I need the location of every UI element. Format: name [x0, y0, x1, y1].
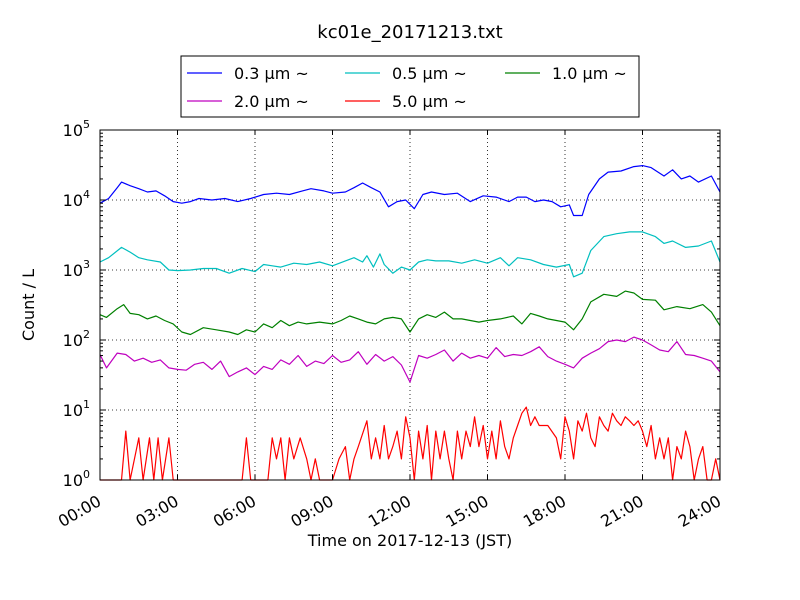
plot-background: [100, 130, 720, 480]
y-tick-label: 103: [63, 258, 90, 280]
series-layer: [99, 165, 721, 481]
x-axis-label: Time on 2017-12-13 (JST): [307, 531, 512, 550]
legend-label: 5.0 μm ~: [392, 92, 467, 111]
series-line-2: [99, 231, 721, 278]
y-tick-label: 104: [63, 188, 90, 210]
y-tick-label: 102: [63, 328, 90, 350]
legend-label: 1.0 μm ~: [552, 64, 627, 83]
legend-item: 5.0 μm ~: [345, 92, 467, 111]
legend-label: 0.3 μm ~: [234, 64, 309, 83]
legend-frame: [180, 55, 640, 118]
legend-label: 0.5 μm ~: [392, 64, 467, 83]
x-tick-label: 00:00: [55, 491, 104, 531]
x-tick-label: 09:00: [287, 491, 336, 531]
series-line-1: [99, 165, 721, 217]
series-line-3: [99, 290, 721, 336]
x-tick-labels: 00:00 03:00 06:00 09:00 12:00 15:00 18:00 21:00…: [55, 491, 724, 531]
legend: 0.3 μm ~ 0.5 μm ~ 1.0 μm ~ 2.0 μm ~ 5.0 μm ~: [180, 55, 640, 118]
legend-item: 0.3 μm ~: [187, 64, 309, 83]
x-tick-label: 12:00: [365, 491, 414, 531]
legend-label: 2.0 μm ~: [234, 92, 309, 111]
x-tick-label: 21:00: [597, 491, 646, 531]
x-tick-label: 24:00: [675, 491, 724, 531]
axis-ticks: [99, 129, 721, 481]
x-tick-label: 06:00: [210, 491, 259, 531]
legend-item: 2.0 μm ~: [187, 92, 309, 111]
x-tick-label: 03:00: [132, 491, 181, 531]
legend-item: 1.0 μm ~: [505, 64, 627, 83]
y-tick-label: 100: [63, 468, 90, 490]
legend-item: 0.5 μm ~: [345, 64, 467, 83]
series-line-5: [100, 406, 721, 481]
chart-title: kc01e_20171213.txt: [317, 22, 502, 43]
x-tick-label: 15:00: [442, 491, 491, 531]
series-line-4: [99, 336, 721, 383]
y-tick-label: 105: [63, 118, 90, 140]
y-axis-label: Count / L: [19, 269, 38, 341]
y-tick-label: 101: [63, 398, 90, 420]
y-tick-labels: 100 101 102 103 104 105: [63, 118, 90, 490]
x-tick-label: 18:00: [520, 491, 569, 531]
